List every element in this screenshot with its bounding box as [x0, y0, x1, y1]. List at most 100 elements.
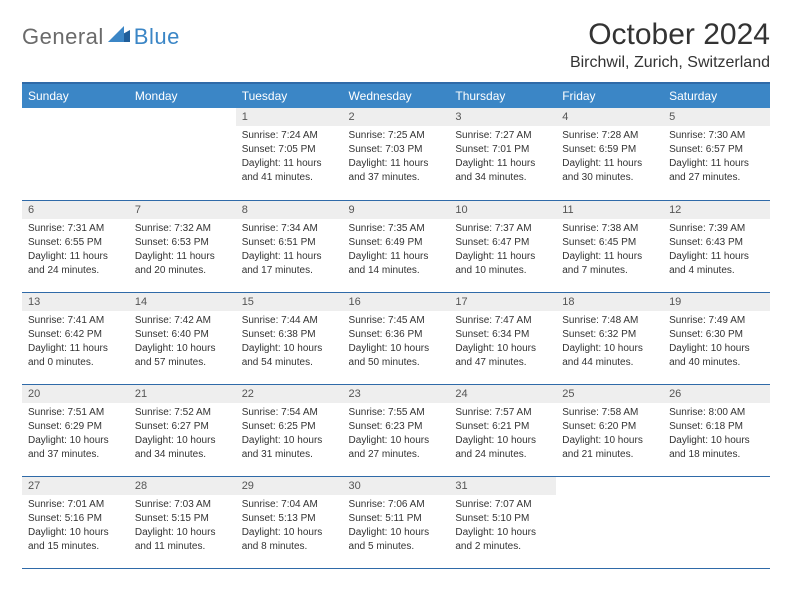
day-number: 21 [129, 385, 236, 403]
sunset-text: Sunset: 6:42 PM [28, 328, 123, 342]
calendar-cell: 13Sunrise: 7:41 AMSunset: 6:42 PMDayligh… [22, 292, 129, 384]
daylight-text: Daylight: 10 hours and 2 minutes. [455, 526, 550, 554]
sunrise-text: Sunrise: 7:03 AM [135, 498, 230, 512]
calendar-cell: 10Sunrise: 7:37 AMSunset: 6:47 PMDayligh… [449, 200, 556, 292]
calendar-cell: 18Sunrise: 7:48 AMSunset: 6:32 PMDayligh… [556, 292, 663, 384]
sunset-text: Sunset: 7:05 PM [242, 143, 337, 157]
sunset-text: Sunset: 6:23 PM [349, 420, 444, 434]
calendar-week-row: 6Sunrise: 7:31 AMSunset: 6:55 PMDaylight… [22, 200, 770, 292]
calendar-cell: 1 Sunrise: 7:24 AMSunset: 7:05 PMDaylight… [236, 108, 343, 200]
daylight-text: Daylight: 10 hours and 21 minutes. [562, 434, 657, 462]
day-number: 12 [663, 201, 770, 219]
day-number: 4 [556, 108, 663, 126]
calendar-cell: 21Sunrise: 7:52 AMSunset: 6:27 PMDayligh… [129, 384, 236, 476]
daylight-text: Daylight: 11 hours and 20 minutes. [135, 250, 230, 278]
day-number: 7 [129, 201, 236, 219]
sunrise-text: Sunrise: 7:42 AM [135, 314, 230, 328]
calendar-cell: 4Sunrise: 7:28 AMSunset: 6:59 PMDaylight… [556, 108, 663, 200]
sunrise-text: Sunrise: 7:37 AM [455, 222, 550, 236]
calendar-cell [556, 476, 663, 568]
day-number: 27 [22, 477, 129, 495]
daylight-text: Daylight: 10 hours and 15 minutes. [28, 526, 123, 554]
calendar-cell: 11Sunrise: 7:38 AMSunset: 6:45 PMDayligh… [556, 200, 663, 292]
sunset-text: Sunset: 7:01 PM [455, 143, 550, 157]
daylight-text: Daylight: 10 hours and 27 minutes. [349, 434, 444, 462]
daylight-text: Daylight: 11 hours and 24 minutes. [28, 250, 123, 278]
day-number: 24 [449, 385, 556, 403]
sunrise-text: Sunrise: 7:54 AM [242, 406, 337, 420]
day-body: Sunrise: 7:38 AMSunset: 6:45 PMDaylight:… [556, 219, 663, 284]
day-number: 8 [236, 201, 343, 219]
daylight-text: Daylight: 10 hours and 34 minutes. [135, 434, 230, 462]
day-number: 9 [343, 201, 450, 219]
daylight-text: Daylight: 10 hours and 47 minutes. [455, 342, 550, 370]
day-number: 1 [236, 108, 343, 126]
daylight-text: Daylight: 11 hours and 30 minutes. [562, 157, 657, 185]
day-body: Sunrise: 7:57 AMSunset: 6:21 PMDaylight:… [449, 403, 556, 468]
day-number: 17 [449, 293, 556, 311]
daylight-text: Daylight: 11 hours and 10 minutes. [455, 250, 550, 278]
day-body: Sunrise: 7:55 AMSunset: 6:23 PMDaylight:… [343, 403, 450, 468]
sunrise-text: Sunrise: 7:49 AM [669, 314, 764, 328]
calendar-cell: 31Sunrise: 7:07 AMSunset: 5:10 PMDayligh… [449, 476, 556, 568]
daylight-text: Daylight: 11 hours and 7 minutes. [562, 250, 657, 278]
day-body: Sunrise: 7:07 AMSunset: 5:10 PMDaylight:… [449, 495, 556, 560]
daylight-text: Daylight: 10 hours and 37 minutes. [28, 434, 123, 462]
sunset-text: Sunset: 6:20 PM [562, 420, 657, 434]
sunrise-text: Sunrise: 7:28 AM [562, 129, 657, 143]
logo-mark-icon [108, 26, 130, 49]
day-number: 22 [236, 385, 343, 403]
day-body: Sunrise: 7:06 AMSunset: 5:11 PMDaylight:… [343, 495, 450, 560]
weekday-header: Friday [556, 83, 663, 108]
daylight-text: Daylight: 10 hours and 11 minutes. [135, 526, 230, 554]
sunset-text: Sunset: 6:57 PM [669, 143, 764, 157]
day-body: Sunrise: 7:03 AMSunset: 5:15 PMDaylight:… [129, 495, 236, 560]
calendar-cell: 12Sunrise: 7:39 AMSunset: 6:43 PMDayligh… [663, 200, 770, 292]
sunset-text: Sunset: 6:45 PM [562, 236, 657, 250]
daylight-text: Daylight: 10 hours and 57 minutes. [135, 342, 230, 370]
day-number: 28 [129, 477, 236, 495]
logo-text-blue: Blue [134, 24, 180, 50]
sunset-text: Sunset: 6:49 PM [349, 236, 444, 250]
sunrise-text: Sunrise: 7:24 AM [242, 129, 337, 143]
day-number: 2 [343, 108, 450, 126]
sunset-text: Sunset: 6:32 PM [562, 328, 657, 342]
calendar-cell: 3Sunrise: 7:27 AMSunset: 7:01 PMDaylight… [449, 108, 556, 200]
day-number: 10 [449, 201, 556, 219]
day-body: Sunrise: 7:42 AMSunset: 6:40 PMDaylight:… [129, 311, 236, 376]
weekday-header: Wednesday [343, 83, 450, 108]
daylight-text: Daylight: 11 hours and 41 minutes. [242, 157, 337, 185]
day-body: Sunrise: 7:39 AMSunset: 6:43 PMDaylight:… [663, 219, 770, 284]
day-body: Sunrise: 7:51 AMSunset: 6:29 PMDaylight:… [22, 403, 129, 468]
calendar-cell: 30Sunrise: 7:06 AMSunset: 5:11 PMDayligh… [343, 476, 450, 568]
day-number: 11 [556, 201, 663, 219]
sunset-text: Sunset: 6:18 PM [669, 420, 764, 434]
daylight-text: Daylight: 11 hours and 17 minutes. [242, 250, 337, 278]
day-body: Sunrise: 7:41 AMSunset: 6:42 PMDaylight:… [22, 311, 129, 376]
sunrise-text: Sunrise: 7:57 AM [455, 406, 550, 420]
header: General Blue October 2024 Birchwil, Zuri… [22, 18, 770, 72]
calendar-week-row: 1Sunrise: 7:24 AMSunset: 7:05 PMDaylight… [22, 108, 770, 200]
sunrise-text: Sunrise: 7:25 AM [349, 129, 444, 143]
day-body: Sunrise: 7:37 AMSunset: 6:47 PMDaylight:… [449, 219, 556, 284]
location-text: Birchwil, Zurich, Switzerland [570, 54, 770, 72]
sunset-text: Sunset: 6:47 PM [455, 236, 550, 250]
daylight-text: Daylight: 10 hours and 31 minutes. [242, 434, 337, 462]
weekday-header: Saturday [663, 83, 770, 108]
weekday-header: Sunday [22, 83, 129, 108]
calendar-cell: 2Sunrise: 7:25 AMSunset: 7:03 PMDaylight… [343, 108, 450, 200]
sunrise-text: Sunrise: 7:52 AM [135, 406, 230, 420]
sunrise-text: Sunrise: 8:00 AM [669, 406, 764, 420]
day-number: 26 [663, 385, 770, 403]
daylight-text: Daylight: 10 hours and 50 minutes. [349, 342, 444, 370]
sunset-text: Sunset: 6:55 PM [28, 236, 123, 250]
daylight-text: Daylight: 11 hours and 0 minutes. [28, 342, 123, 370]
calendar-body: 1Sunrise: 7:24 AMSunset: 7:05 PMDaylight… [22, 108, 770, 568]
day-body: Sunrise: 7:27 AMSunset: 7:01 PMDaylight:… [449, 126, 556, 191]
day-body: Sunrise: 7:47 AMSunset: 6:34 PMDaylight:… [449, 311, 556, 376]
day-body: Sunrise: 7:49 AMSunset: 6:30 PMDaylight:… [663, 311, 770, 376]
calendar-cell [22, 108, 129, 200]
sunset-text: Sunset: 6:51 PM [242, 236, 337, 250]
sunset-text: Sunset: 6:43 PM [669, 236, 764, 250]
day-number: 25 [556, 385, 663, 403]
